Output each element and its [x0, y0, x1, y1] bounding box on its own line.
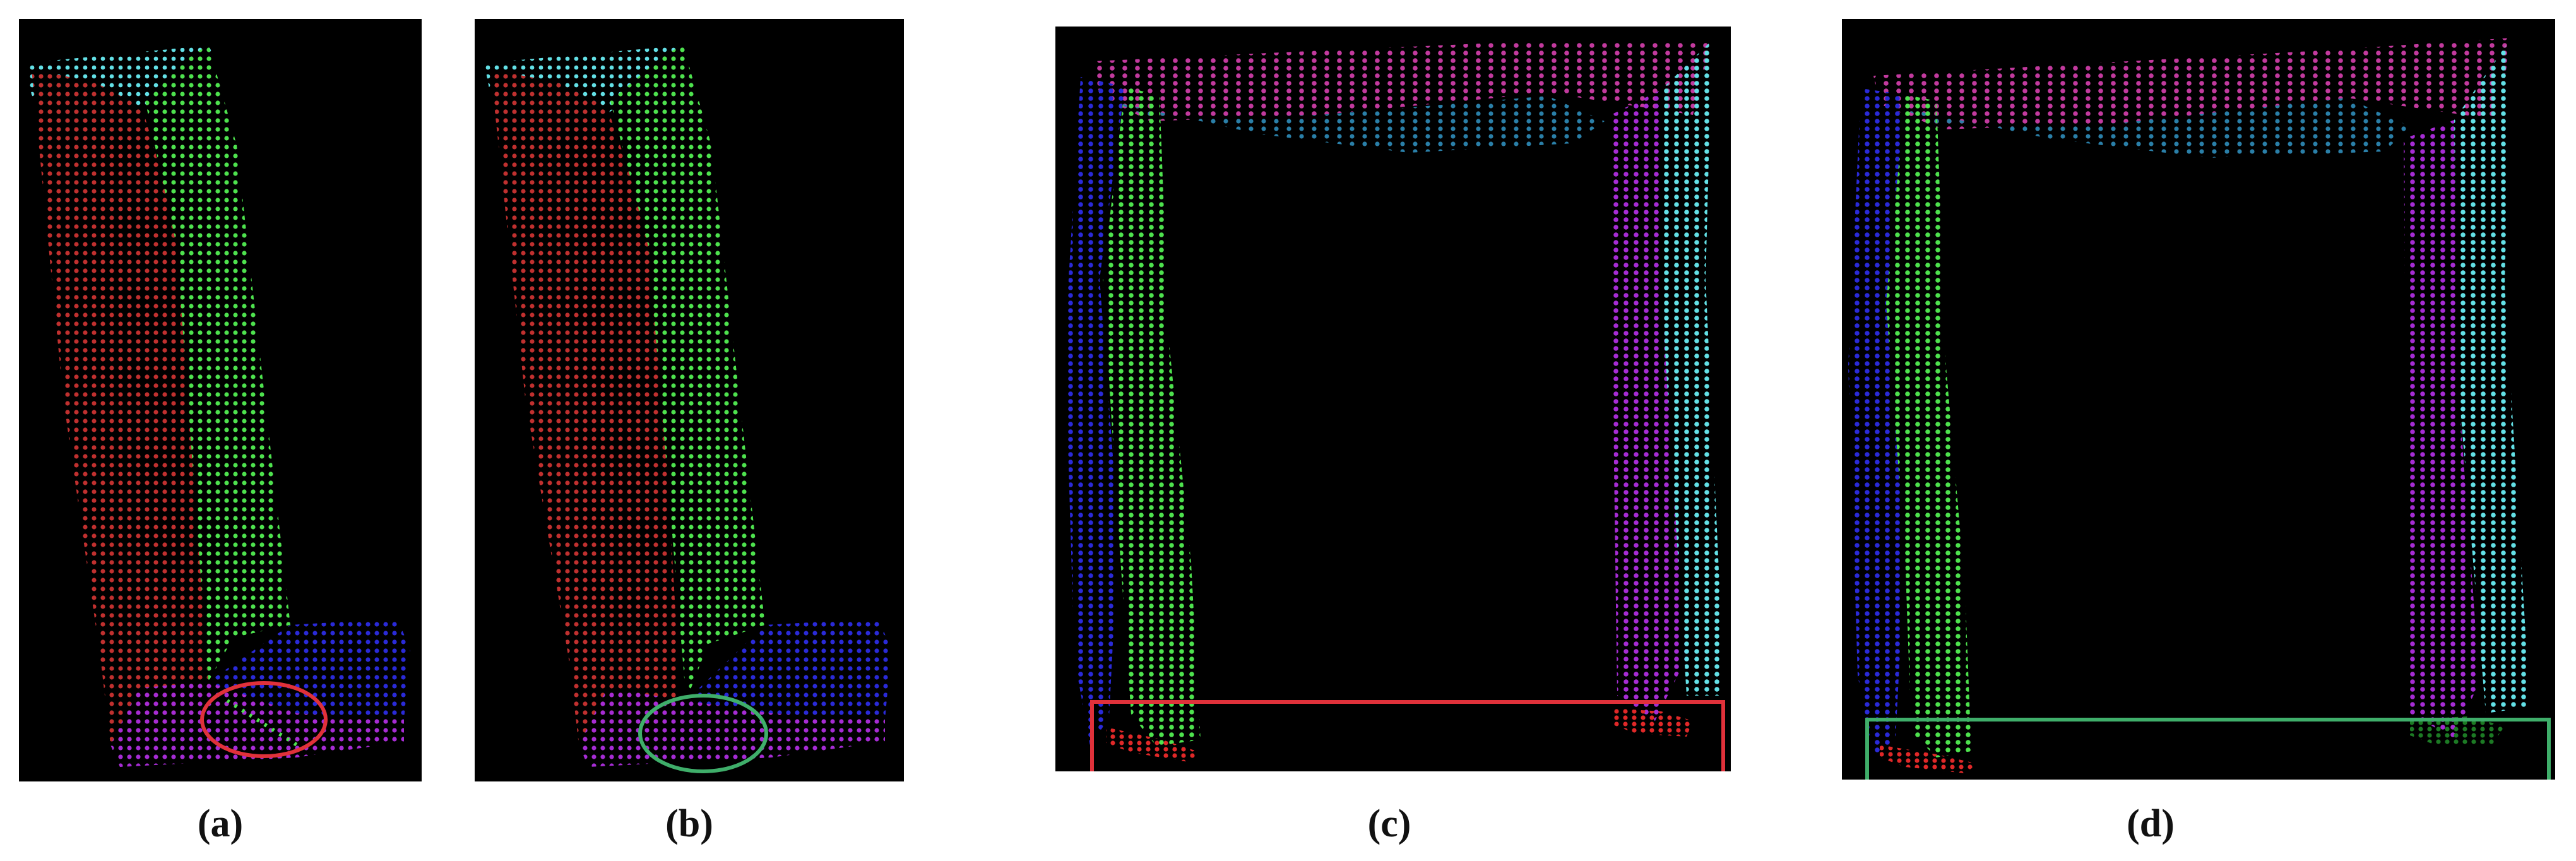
purple-segment	[2404, 120, 2479, 739]
purple-segment	[110, 682, 404, 767]
panel-c-point-cloud	[1055, 27, 1731, 771]
cyan-segment	[2454, 38, 2530, 713]
teal-segment	[1115, 96, 1605, 153]
green-segment	[1886, 95, 1971, 757]
green-segment	[145, 44, 290, 682]
panel-b-svg	[484, 44, 891, 773]
red-segment	[490, 69, 680, 745]
panel-a-label: (a)	[197, 802, 244, 845]
panel-b-point-cloud	[475, 19, 904, 781]
green-segment	[1103, 86, 1201, 746]
error-region-marker	[1090, 700, 1725, 771]
panel-b-label: (b)	[665, 802, 713, 845]
blue-segment	[1848, 88, 1905, 757]
red-segment-left	[1880, 745, 1978, 773]
dark-green-segment-right	[2410, 716, 2505, 745]
red-segment-right	[1611, 708, 1693, 737]
magenta-segment	[1093, 40, 1712, 121]
blue-segment	[1065, 77, 1125, 746]
error-region-marker	[200, 681, 328, 758]
red-segment-left	[1106, 727, 1201, 762]
corrected-region-marker	[638, 694, 768, 773]
corrected-region-marker	[1865, 718, 2551, 780]
cyan-segment	[1661, 40, 1724, 696]
panel-d-label: (d)	[2127, 802, 2175, 845]
green-segment	[610, 44, 765, 701]
panel-c-label: (c)	[1367, 802, 1411, 845]
panel-a-point-cloud	[19, 19, 422, 781]
magenta-segment	[1873, 38, 2511, 129]
panel-d-svg	[1848, 38, 2551, 780]
blue-segment	[686, 619, 891, 720]
panel-a-svg	[25, 44, 410, 767]
teal-segment	[1899, 98, 2410, 158]
panel-c-svg	[1065, 40, 1725, 771]
red-segment	[32, 69, 208, 745]
purple-segment	[1611, 90, 1687, 721]
blue-segment	[208, 619, 410, 720]
panel-d-point-cloud	[1842, 19, 2555, 780]
